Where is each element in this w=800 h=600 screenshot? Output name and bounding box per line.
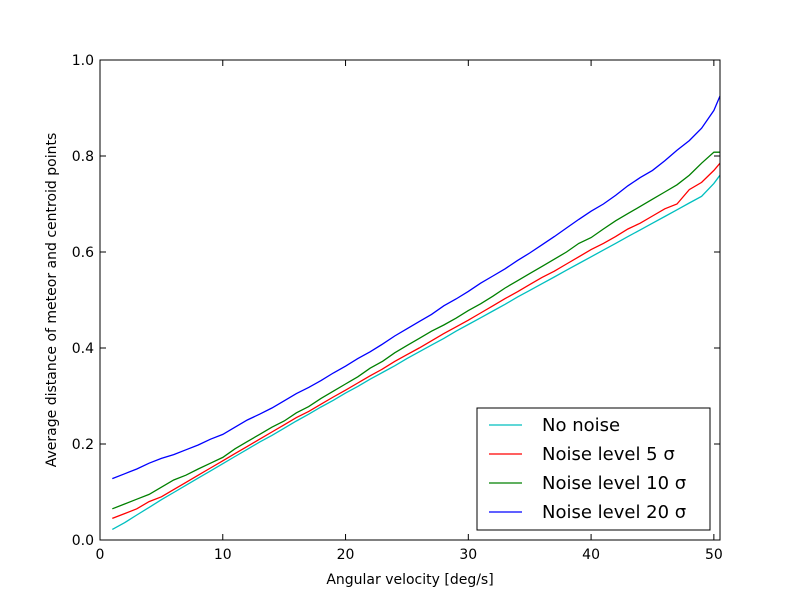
legend-label-4: Noise level 20 σ: [542, 502, 686, 523]
y-tick-label: 1.0: [72, 53, 94, 69]
y-axis-label: Average distance of meteor and centroid …: [44, 133, 60, 467]
x-tick-label: 30: [459, 547, 477, 563]
series-line-2: [112, 162, 721, 520]
x-axis-label: Angular velocity [deg/s]: [326, 572, 493, 588]
series-line-3: [112, 151, 720, 510]
legend-label-1: No noise: [542, 415, 620, 436]
y-tick-label: 0.2: [72, 437, 94, 453]
x-tick-label: 40: [582, 547, 600, 563]
y-tick-label: 0.8: [72, 149, 94, 165]
y-tick-label: 0.0: [72, 533, 94, 549]
legend: No noise Noise level 5 σ Noise level 10 σ N…: [476, 407, 711, 531]
legend-box: [476, 407, 711, 531]
x-tick-label: 50: [705, 547, 723, 563]
series-layer: [111, 95, 721, 530]
x-tick-label: 10: [214, 547, 232, 563]
x-tick-label: 0: [96, 547, 105, 563]
series-line-1: [111, 174, 721, 530]
x-tick-label: 20: [337, 547, 355, 563]
series-line-4: [112, 95, 721, 480]
y-tick-label: 0.6: [72, 245, 94, 261]
y-tick-label: 0.4: [72, 341, 94, 357]
legend-label-2: Noise level 5 σ: [542, 444, 675, 465]
plot-frame: [99, 59, 721, 541]
ticks-layer: 0 10 20 30 40 50 0.0 0.2 0.4 0.6 0.8 1.0: [72, 53, 723, 563]
legend-label-3: Noise level 10 σ: [542, 473, 686, 494]
